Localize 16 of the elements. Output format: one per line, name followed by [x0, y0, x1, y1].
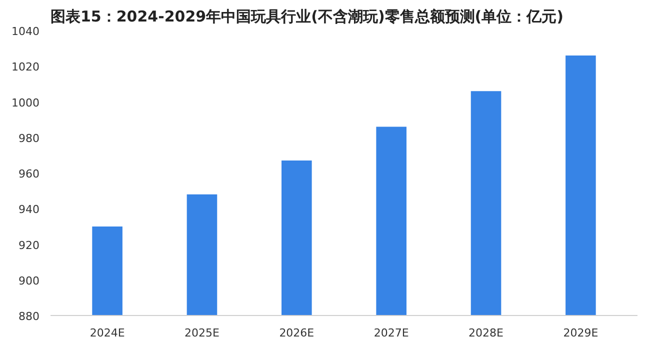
chart-title: 图表15：2024-2029年中国玩具行业(不含潮玩)零售总额预测(单位：亿元)	[50, 8, 564, 26]
x-tick-label: 2029E	[563, 326, 598, 340]
x-tick-label: 2027E	[374, 326, 409, 340]
y-tick-label: 920	[18, 238, 40, 252]
y-tick-label: 1020	[12, 60, 40, 74]
y-tick-label: 1000	[12, 96, 40, 110]
x-tick-label: 2028E	[468, 326, 504, 340]
y-tick-label: 880	[18, 310, 40, 323]
y-tick-label: 960	[18, 168, 40, 180]
x-tick-label: 2024E	[90, 326, 125, 340]
x-tick-label: 2025E	[184, 326, 220, 340]
y-tick-label: 900	[18, 274, 40, 288]
y-tick-label: 940	[18, 203, 40, 216]
y-tick-label: 980	[18, 132, 40, 145]
y-tick-label: 1040	[12, 25, 40, 38]
x-tick-label: 2026E	[279, 326, 314, 340]
